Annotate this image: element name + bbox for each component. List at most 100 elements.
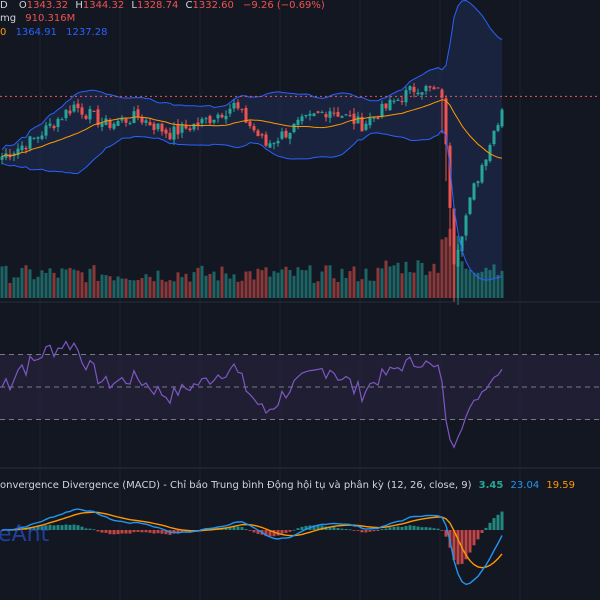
candle-body [360,116,364,132]
candle-body [148,122,152,126]
macd-histogram-bar [480,530,484,534]
macd-histogram-bar [476,530,480,540]
macd-histogram-bar [40,526,44,530]
volume-bar [188,281,192,298]
macd-histogram-bar [412,525,416,530]
macd-panel[interactable] [0,508,504,586]
volume-bar [480,271,484,298]
macd-histogram-bar [248,530,252,531]
price-panel[interactable] [0,0,600,305]
volume-bar [32,279,36,298]
bollinger-fill [2,0,502,281]
macd-histogram-bar [72,524,76,530]
macd-histogram-bar [140,530,144,533]
macd-histogram-bar [420,527,424,530]
candle-body [160,123,164,132]
volume-bar [444,237,448,298]
candle-body [396,99,400,101]
macd-histogram-bar [60,525,64,530]
volume-bar [132,280,136,298]
volume-bar [160,279,164,298]
macd-histogram-bar [116,530,120,535]
candle-body [492,130,496,145]
candle-body [72,104,76,112]
volume-bar [204,275,208,298]
high-label: H [75,0,83,11]
rsi-panel[interactable] [0,340,600,449]
volume-bar [460,261,464,298]
macd-histogram-bar [244,529,248,530]
macd-histogram-bar [100,530,104,533]
macd-signal-line [1,511,503,569]
open-value: 1343.32 [26,0,69,11]
volume-bar [72,269,76,298]
macd-histogram-bar [304,525,308,530]
candle-body [484,159,488,166]
macd-histogram-bar [456,530,460,565]
bollinger-upper-line [1,0,503,151]
macd-histogram-bar [52,525,56,530]
candle-body [348,115,352,117]
candle-body [176,124,180,135]
macd-histogram-bar [68,524,72,530]
macd-histogram-bar [408,525,412,530]
change-value: −9.26 (−0.69%) [243,0,325,11]
macd-histogram-bar [336,528,340,530]
macd-histogram-bar [276,530,280,536]
macd-histogram-bar [156,530,160,534]
candle-body [300,116,304,122]
macd-histogram-bar [240,527,244,530]
volume-bars [0,228,504,298]
candle-body [276,140,280,144]
volume-bar [500,270,504,298]
candle-body [424,86,428,92]
candle-body [368,117,372,126]
candle-body [244,108,248,123]
candle-body [156,123,160,130]
candle-body [316,111,320,113]
volume-bar [44,272,48,298]
macd-histogram-bar [224,527,228,530]
candle-body [344,114,348,116]
volume-bar [376,267,380,298]
macd-histogram-bar [328,526,332,530]
candle-body [480,165,484,183]
macd-histogram-bar [360,530,364,533]
watermark-logo: eAnt [0,522,50,547]
macd-histogram-bar [92,529,96,531]
bb-fragment: 0 [0,27,7,38]
macd-histogram-bar [500,511,504,530]
low-label: L [131,0,137,11]
volume-bar [372,280,376,298]
macd-histogram-bar [492,518,496,530]
macd-histogram-bar [496,514,500,530]
volume-bar [348,271,352,298]
volume-bar [276,272,280,298]
macd-histogram-bar [392,526,396,530]
macd-histogram-bar [64,524,68,530]
macd-histogram-bar [292,529,296,531]
volume-bar [316,281,320,298]
volume-bar [304,270,308,298]
candle-body [372,116,376,119]
macd-histogram-bar [180,530,184,533]
candle-body [124,118,128,123]
macd-histogram-bar [296,528,300,530]
volume-bar [200,265,204,298]
volume-bar [228,278,232,298]
macd-histogram-bar [396,526,400,530]
volume-bar [176,272,180,298]
macd-histogram-bar [96,530,100,532]
candle-body [356,116,360,124]
macd-histogram-bar [288,530,292,532]
volume-bar [140,278,144,298]
volume-bar [16,277,20,298]
candle-body [308,113,312,116]
volume-bar [388,266,392,298]
macd-histogram-bar [364,530,368,533]
candle-body [384,103,388,109]
candle-body [56,119,60,127]
candle-body [4,153,8,158]
candle-body [312,113,316,117]
